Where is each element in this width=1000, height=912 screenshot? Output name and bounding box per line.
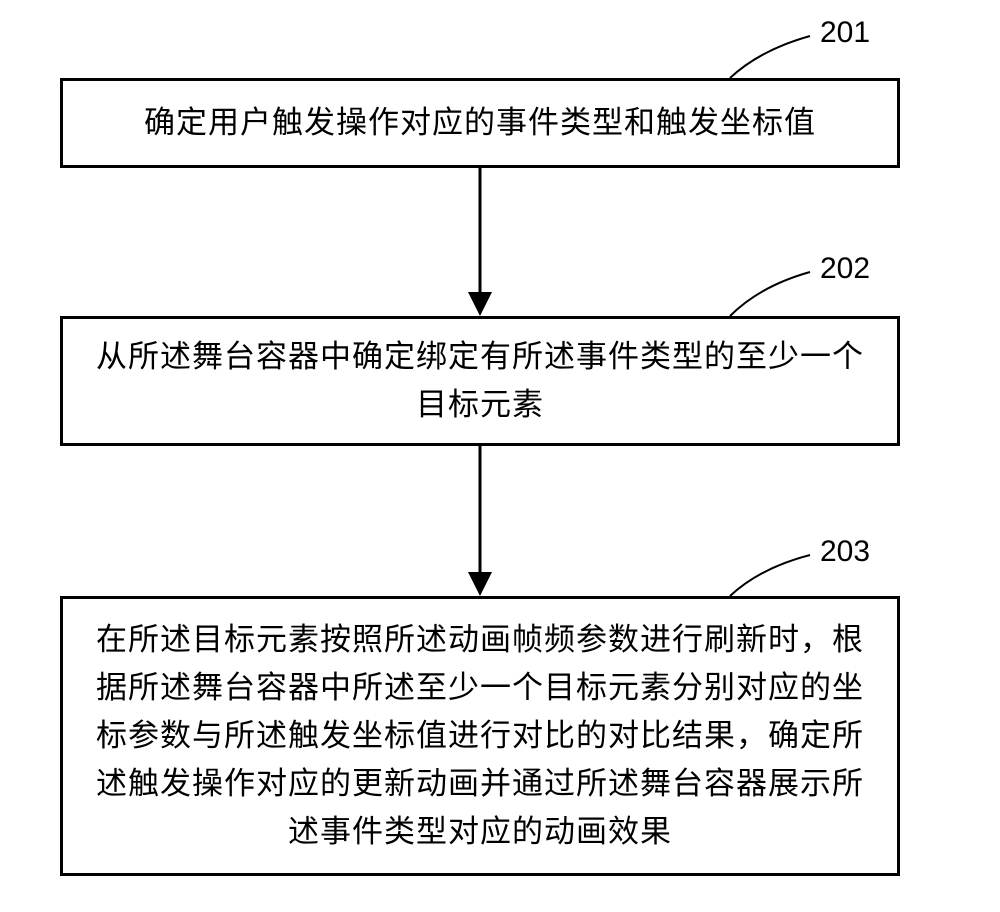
flowchart-container: 确定用户触发操作对应的事件类型和触发坐标值 201 从所述舞台容器中确定绑定有所… — [0, 0, 1000, 912]
flow-step-3-leader — [0, 0, 1000, 912]
